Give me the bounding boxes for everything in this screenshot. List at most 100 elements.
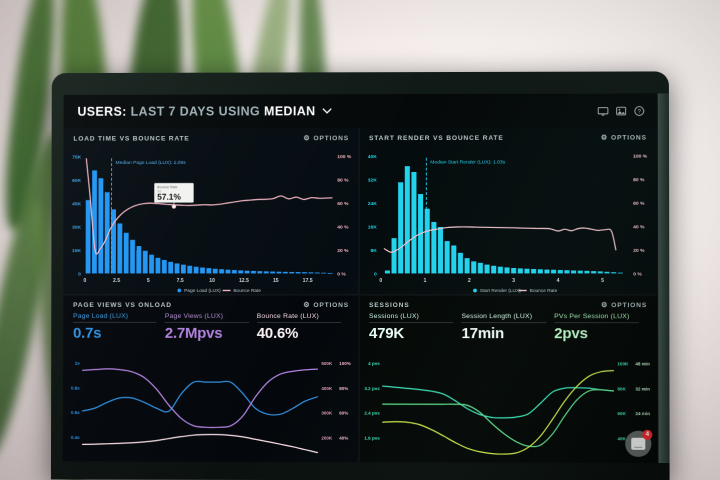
svg-text:5: 5 xyxy=(147,278,150,284)
monitor-icon[interactable] xyxy=(598,105,609,116)
svg-text:500K: 500K xyxy=(321,361,333,366)
svg-text:Start Render (LUX): Start Render (LUX) xyxy=(480,288,521,294)
svg-text:40 %: 40 % xyxy=(337,224,349,230)
svg-text:40K: 40K xyxy=(368,154,378,160)
metric-label: Bounce Rate (LUX) xyxy=(256,312,341,324)
svg-text:Median Start Render (LUX): 1.0: Median Start Render (LUX): 1.03s xyxy=(430,160,505,166)
screen-bezel-right xyxy=(657,93,670,464)
metric-label: Session Length (LUX) xyxy=(461,313,547,324)
svg-text:0 %: 0 % xyxy=(337,271,346,277)
gear-icon: ⚙ xyxy=(600,134,608,142)
options-label: OPTIONS xyxy=(313,301,349,309)
svg-text:2.4 pvs: 2.4 pvs xyxy=(364,411,380,416)
metric-pvs-per-session[interactable]: PVs Per Session (LUX) 2pvs xyxy=(554,313,647,342)
svg-text:40K: 40K xyxy=(617,436,626,441)
metric-value: 2.7Mpvs xyxy=(164,324,223,342)
chart-load-time-vs-bounce-rate[interactable]: 0 15K 30K 45K 60K 75K 0 % 20 % 40 % 60 % 80 % 100 %… xyxy=(63,148,359,295)
title-range: LAST 7 DAYS xyxy=(130,104,215,119)
svg-text:0 %: 0 % xyxy=(633,271,642,277)
metric-session-length[interactable]: Session Length (LUX) 17min xyxy=(461,313,554,342)
svg-text:57.1%: 57.1% xyxy=(157,192,181,202)
metric-label: Page Views (LUX) xyxy=(164,312,249,323)
svg-text:300K: 300K xyxy=(321,411,333,416)
svg-text:40%: 40% xyxy=(339,436,348,441)
options-button[interactable]: ⚙ OPTIONS xyxy=(601,134,647,142)
page-title[interactable]: USERS: LAST 7 DAYS USING MEDIAN xyxy=(77,104,333,119)
metric-label: PVs Per Session (LUX) xyxy=(554,313,640,324)
svg-text:3.2 pvs: 3.2 pvs xyxy=(364,386,380,391)
metric-row: Sessions (LUX) 479K Session Length (LUX)… xyxy=(369,311,647,342)
svg-text:Page Load (LUX): Page Load (LUX) xyxy=(184,288,221,294)
svg-text:32 min: 32 min xyxy=(635,386,650,391)
svg-text:75K: 75K xyxy=(72,154,81,160)
chat-unread-badge: 4 xyxy=(642,429,653,440)
panel-header: LOAD TIME VS BOUNCE RATE ⚙ OPTIONS xyxy=(73,134,350,143)
title-metric: MEDIAN xyxy=(264,104,316,119)
svg-text:0: 0 xyxy=(374,271,377,277)
svg-text:20 %: 20 % xyxy=(337,248,349,254)
panel-header: SESSIONS ⚙ OPTIONS xyxy=(368,301,647,310)
panel-load-time-vs-bounce-rate: LOAD TIME VS BOUNCE RATE ⚙ OPTIONS 0 15K 3… xyxy=(63,128,360,296)
options-label: OPTIONS xyxy=(313,134,350,142)
svg-text:Bounce Rate: Bounce Rate xyxy=(157,185,177,189)
panel-title: LOAD TIME VS BOUNCE RATE xyxy=(73,134,190,143)
svg-text:32K: 32K xyxy=(368,177,378,183)
svg-text:60%: 60% xyxy=(339,411,348,416)
metric-value: 17min xyxy=(461,325,504,343)
options-button[interactable]: ⚙ OPTIONS xyxy=(303,301,349,309)
svg-text:Median Page Load (LUX): 2.09s: Median Page Load (LUX): 2.09s xyxy=(116,160,187,166)
laptop-device: USERS: LAST 7 DAYS USING MEDIAN xyxy=(50,71,670,480)
svg-text:100K: 100K xyxy=(617,361,629,366)
panel-header: START RENDER VS BOUNCE RATE ⚙ OPTIONS xyxy=(369,134,647,143)
image-icon[interactable] xyxy=(616,105,627,116)
svg-text:24K: 24K xyxy=(368,201,378,207)
metric-bounce-rate[interactable]: Bounce Rate (LUX) 40.6% xyxy=(256,312,349,342)
svg-text:24 min: 24 min xyxy=(635,411,650,416)
panel-title: SESSIONS xyxy=(368,301,410,309)
chevron-down-icon[interactable] xyxy=(323,105,333,117)
svg-text:80 %: 80 % xyxy=(633,177,645,183)
metric-page-load[interactable]: Page Load (LUX) 0.7s xyxy=(73,312,165,342)
svg-text:0: 0 xyxy=(379,278,382,284)
chart-sessions[interactable]: 4 pvs 3.2 pvs 2.4 pvs 1.6 pvs 100K 80K 60K 40K 4… xyxy=(359,353,658,463)
svg-text:60K: 60K xyxy=(72,178,81,184)
svg-text:1x: 1x xyxy=(157,189,161,193)
panel-grid: LOAD TIME VS BOUNCE RATE ⚙ OPTIONS 0 15K 3… xyxy=(62,127,658,463)
panel-header: PAGE VIEWS VS ONLOAD ⚙ OPTIONS xyxy=(73,301,349,309)
svg-text:100%: 100% xyxy=(339,361,351,366)
chat-widget-button[interactable]: 4 xyxy=(625,429,653,457)
help-icon[interactable]: ? xyxy=(634,105,645,116)
svg-text:60K: 60K xyxy=(617,411,626,416)
chart-start-render-vs-bounce-rate[interactable]: 0 8K 16K 24K 32K 40K 0 % 20 % 40 % 60 % 80 % 100 % 0… xyxy=(359,148,657,295)
svg-text:Bounce Rate: Bounce Rate xyxy=(233,288,261,294)
metric-page-views[interactable]: Page Views (LUX) 2.7Mpvs xyxy=(164,312,257,342)
svg-text:30K: 30K xyxy=(72,225,81,231)
svg-text:15K: 15K xyxy=(72,248,81,254)
chat-icon xyxy=(631,437,646,450)
panel-start-render-vs-bounce-rate: START RENDER VS BOUNCE RATE ⚙ OPTIONS 0 8… xyxy=(358,127,658,296)
title-prefix: USERS: xyxy=(77,104,127,119)
svg-text:17.5: 17.5 xyxy=(303,278,313,284)
metric-sessions[interactable]: Sessions (LUX) 479K xyxy=(369,313,461,342)
svg-text:0: 0 xyxy=(83,278,86,284)
dashboard-topbar: USERS: LAST 7 DAYS USING MEDIAN xyxy=(64,93,657,128)
svg-text:100 %: 100 % xyxy=(337,154,352,160)
svg-text:4 pvs: 4 pvs xyxy=(368,361,380,366)
gear-icon: ⚙ xyxy=(303,135,311,143)
svg-text:3: 3 xyxy=(512,278,515,284)
svg-text:7.5: 7.5 xyxy=(177,278,184,284)
options-button[interactable]: ⚙ OPTIONS xyxy=(303,134,350,143)
options-button[interactable]: ⚙ OPTIONS xyxy=(601,301,647,310)
metric-label: Sessions (LUX) xyxy=(368,313,454,324)
metric-value: 479K xyxy=(368,325,405,343)
svg-text:45K: 45K xyxy=(72,201,81,207)
svg-text:15: 15 xyxy=(273,278,279,284)
chart-page-views-vs-onload[interactable]: 1s 0.8s 0.6s 0.4s 500K 400K 300K 200K 100% 80% 60%… xyxy=(63,353,359,462)
svg-text:20 %: 20 % xyxy=(633,248,645,254)
svg-text:5: 5 xyxy=(601,278,604,284)
svg-text:16K: 16K xyxy=(368,224,378,230)
svg-text:100 %: 100 % xyxy=(633,153,648,159)
svg-text:80K: 80K xyxy=(617,386,626,391)
svg-text:0: 0 xyxy=(78,271,81,277)
svg-text:1.6 pvs: 1.6 pvs xyxy=(364,436,380,441)
